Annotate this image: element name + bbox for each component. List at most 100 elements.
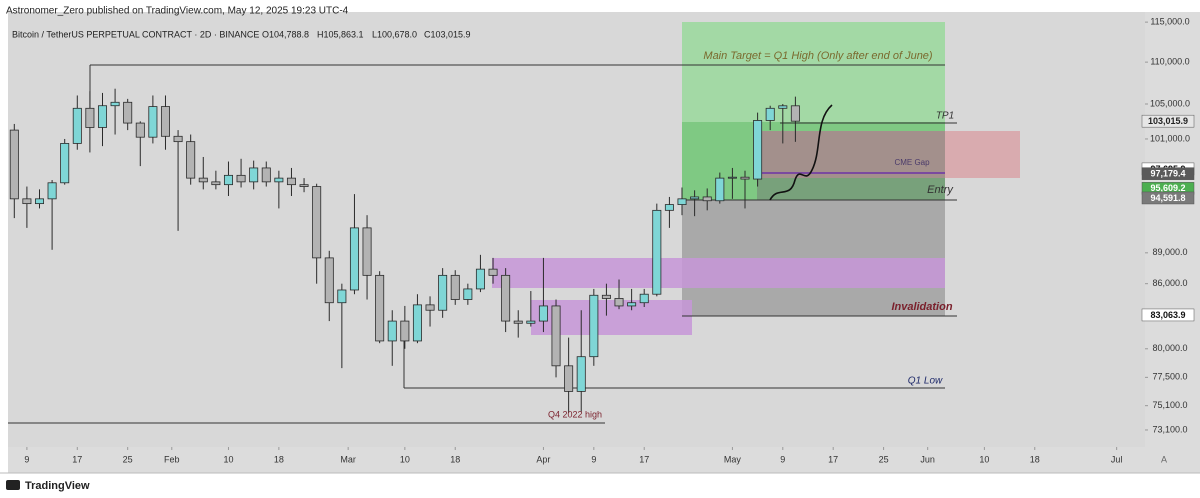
candle xyxy=(186,134,196,185)
candle xyxy=(790,96,800,142)
candle xyxy=(425,296,435,327)
x-tick-label: 18 xyxy=(1030,454,1040,464)
candle-body xyxy=(753,120,763,180)
candle xyxy=(400,305,410,349)
candle-body xyxy=(72,107,82,144)
candle xyxy=(349,194,359,295)
candle xyxy=(589,288,599,366)
candle xyxy=(148,95,158,144)
candle xyxy=(387,310,397,366)
candle-body xyxy=(576,356,586,392)
candle xyxy=(9,123,19,219)
cme-gap-label: CME Gap xyxy=(894,158,930,167)
x-tick-label: 9 xyxy=(780,454,785,464)
x-tick-label: 9 xyxy=(24,454,29,464)
candle xyxy=(22,186,32,228)
candle-body xyxy=(702,196,712,202)
candle-body xyxy=(740,176,750,180)
candle xyxy=(375,271,385,344)
brand-name: TradingView xyxy=(25,480,90,492)
candle-body xyxy=(450,274,460,300)
x-tick-label: Mar xyxy=(340,454,356,464)
candle xyxy=(312,183,322,284)
candle-body xyxy=(790,105,800,122)
x-tick-label: 25 xyxy=(123,454,133,464)
candle xyxy=(211,170,221,190)
candle-body xyxy=(400,320,410,342)
candle-body xyxy=(387,320,397,342)
candle-body xyxy=(173,135,183,143)
candle-body xyxy=(97,105,107,128)
price-tag-label: 97,179.4 xyxy=(1150,169,1185,179)
auto-scale-button[interactable]: A xyxy=(1161,454,1167,464)
candle xyxy=(740,170,750,209)
candle-body xyxy=(778,105,788,109)
candle xyxy=(135,121,145,167)
candle-body xyxy=(727,176,737,179)
price-tag-label: 103,015.9 xyxy=(1148,116,1188,126)
candle-body xyxy=(148,106,158,138)
candle xyxy=(60,138,70,185)
candle xyxy=(438,268,448,318)
y-tick-label: 105,000.0 xyxy=(1150,98,1190,108)
price-tag xyxy=(1141,191,1195,205)
brand-logo xyxy=(6,480,20,490)
candle-body xyxy=(438,274,448,311)
candle-body xyxy=(463,288,473,300)
candle xyxy=(173,130,183,231)
candle xyxy=(778,104,788,144)
candle xyxy=(223,161,233,196)
candle xyxy=(123,98,133,131)
candle-body xyxy=(601,294,611,299)
price-tag-label: 83,063.9 xyxy=(1150,310,1185,320)
x-tick-label: 17 xyxy=(828,454,838,464)
candle-body xyxy=(652,209,662,295)
candle xyxy=(72,95,82,150)
candle xyxy=(576,310,586,412)
y-tick-label: 75,100.0 xyxy=(1152,400,1187,410)
x-tick-label: Feb xyxy=(164,454,180,464)
candle-body xyxy=(261,167,271,183)
candle-body xyxy=(9,129,19,200)
candle-body xyxy=(475,268,485,290)
ohlc-high: H105,863.1 xyxy=(317,29,364,39)
candle xyxy=(664,196,674,228)
candle xyxy=(627,288,637,311)
candle xyxy=(160,95,170,150)
candles xyxy=(9,88,800,413)
candle-body xyxy=(639,293,649,304)
publisher-line: Astronomer_Zero published on TradingView… xyxy=(6,6,349,17)
plot-background xyxy=(8,12,1145,447)
candle-body xyxy=(375,274,385,342)
x-tick-label: 18 xyxy=(274,454,284,464)
main-target-label: Main Target = Q1 High (Only after end of… xyxy=(703,50,933,62)
candle-body xyxy=(47,182,57,200)
candle xyxy=(727,167,737,199)
candle xyxy=(261,161,271,187)
candle-body xyxy=(412,304,422,342)
y-tick-label: 80,000.0 xyxy=(1152,343,1187,353)
candle-body xyxy=(123,101,133,124)
candle-body xyxy=(538,305,548,322)
candle xyxy=(488,257,498,284)
candle-body xyxy=(614,298,624,307)
x-tick-label: 9 xyxy=(591,454,596,464)
candle xyxy=(538,257,548,333)
candle xyxy=(702,188,712,211)
candle-body xyxy=(312,186,322,259)
candle-body xyxy=(274,177,284,183)
x-tick-label: 25 xyxy=(879,454,889,464)
x-tick-label: 18 xyxy=(450,454,460,464)
candle-body xyxy=(501,274,511,322)
q1-low-label: Q1 Low xyxy=(908,376,943,387)
candle-body xyxy=(551,305,561,367)
y-tick-label: 110,000.0 xyxy=(1150,57,1189,67)
candle-body xyxy=(160,106,170,137)
candle xyxy=(85,91,95,153)
candle xyxy=(249,160,259,190)
candle-body xyxy=(715,177,725,202)
overlap-zone xyxy=(757,131,945,200)
candle xyxy=(690,190,700,217)
brand: TradingView xyxy=(6,480,90,492)
